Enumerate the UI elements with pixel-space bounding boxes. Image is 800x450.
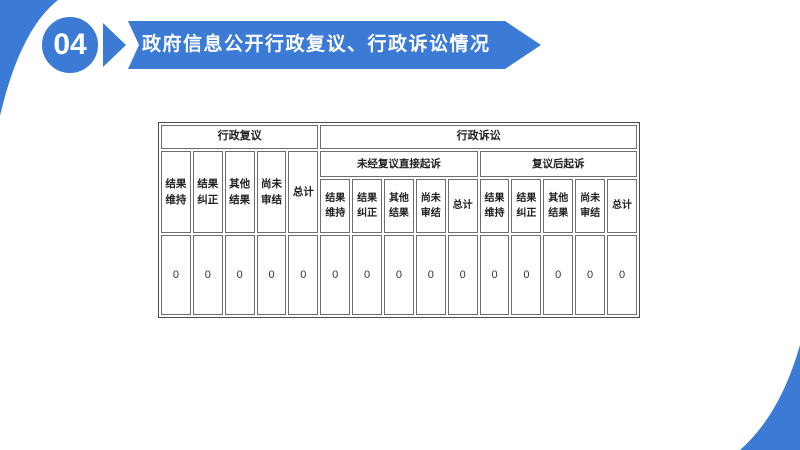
column-header: 总计 [447, 179, 478, 233]
column-header: 结果 纠正 [352, 179, 383, 233]
column-header: 总计 [288, 151, 319, 233]
subgroup-header-after-reconsideration: 复议后起诉 [479, 151, 637, 177]
value-cell: 0 [288, 235, 319, 315]
group-header-reconsideration: 行政复议 [161, 125, 319, 149]
table-values-row: 0 0 0 0 0 0 0 0 0 0 0 0 0 0 0 [161, 235, 637, 315]
column-header: 结果 纠正 [192, 151, 223, 233]
column-header: 尚未 审结 [256, 151, 287, 233]
column-header: 尚未 审结 [575, 179, 606, 233]
column-header: 其他 结果 [384, 179, 414, 233]
section-number-badge: 04 [39, 14, 101, 76]
value-cell: 0 [607, 235, 637, 315]
column-header: 结果 纠正 [511, 179, 542, 233]
banner-chevron-icon [103, 23, 126, 67]
title-banner-ribbon [103, 21, 541, 69]
corner-swoosh-bottom-right [740, 345, 800, 450]
value-cell: 0 [479, 235, 510, 315]
column-header: 其他 结果 [543, 179, 574, 233]
table-column-header-row: 结果 维持 结果 纠正 其他 结果 尚未 审结 总计 结果 维持 结果 纠正 其… [161, 179, 637, 233]
statistics-table: 行政复议 行政诉讼 结果 维持 结果 纠正 其他 结果 尚未 审结 总计 未经复… [158, 122, 640, 318]
value-cell: 0 [575, 235, 606, 315]
value-cell: 0 [543, 235, 574, 315]
table-subgroup-header-row: 结果 维持 结果 纠正 其他 结果 尚未 审结 总计 未经复议直接起诉 复议后起… [161, 151, 637, 233]
value-cell: 0 [511, 235, 542, 315]
banner-ribbon-shape [128, 21, 541, 69]
column-header: 其他 结果 [224, 151, 255, 233]
subgroup-header-direct-lawsuit: 未经复议直接起诉 [320, 151, 478, 177]
value-cell: 0 [352, 235, 383, 315]
value-cell: 0 [320, 235, 351, 315]
corner-swoosh-top-left [0, 0, 58, 116]
slide-title: 政府信息公开行政复议、行政诉讼情况 [142, 34, 491, 55]
section-number: 04 [53, 28, 87, 61]
value-cell: 0 [224, 235, 255, 315]
value-cell: 0 [447, 235, 478, 315]
value-cell: 0 [161, 235, 191, 315]
table-group-header-row: 行政复议 行政诉讼 [161, 125, 637, 149]
column-header: 结果 维持 [161, 151, 191, 233]
value-cell: 0 [384, 235, 414, 315]
column-header: 尚未 审结 [415, 179, 446, 233]
value-cell: 0 [256, 235, 287, 315]
column-header: 结果 维持 [479, 179, 510, 233]
column-header: 总计 [607, 179, 637, 233]
value-cell: 0 [192, 235, 223, 315]
value-cell: 0 [415, 235, 446, 315]
column-header: 结果 维持 [320, 179, 351, 233]
group-header-litigation: 行政诉讼 [320, 125, 637, 149]
